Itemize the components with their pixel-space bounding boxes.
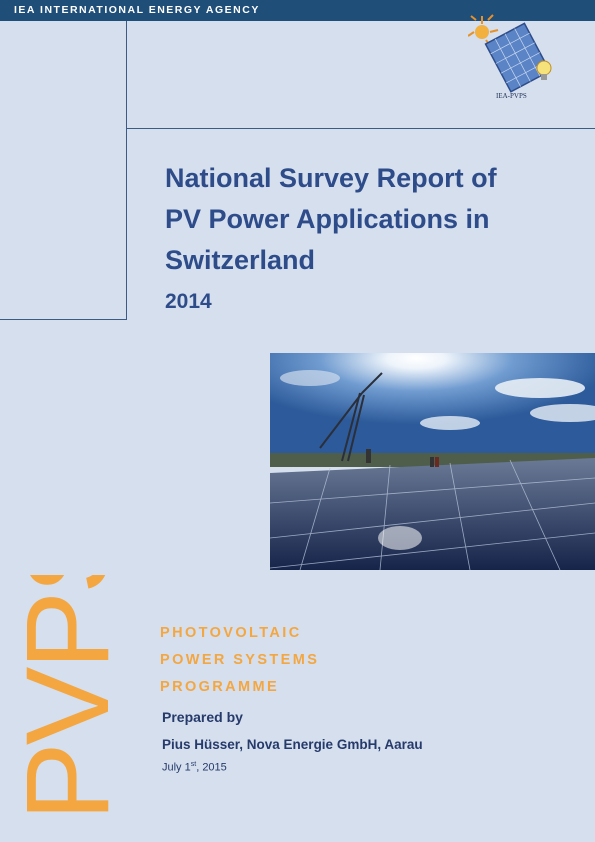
date-ordinal: st — [190, 761, 197, 768]
date-prefix: July 1 — [162, 761, 191, 774]
prepared-by-label: Prepared by — [162, 709, 243, 725]
programme-line-2: POWER SYSTEMS — [160, 652, 320, 668]
sun-icon — [475, 25, 489, 39]
programme-line-3: PROGRAMME — [160, 679, 280, 695]
iea-pvps-logo: IEA-PVPS — [468, 14, 552, 100]
frame-vertical-line — [126, 21, 127, 319]
crane-icon — [319, 372, 383, 462]
programme-line-1: PHOTOVOLTAIC — [160, 625, 302, 641]
frame-top-line — [126, 128, 595, 129]
report-year: 2014 — [165, 290, 212, 313]
agency-name: IEA INTERNATIONAL ENERGY AGENCY — [14, 4, 260, 16]
agency-header-bar: IEA INTERNATIONAL ENERGY AGENCY — [0, 0, 595, 21]
solar-panel-icon — [484, 22, 551, 93]
title-line-1: National Survey Report of — [165, 163, 497, 193]
solar-panels-photo — [270, 353, 595, 570]
pvps-letters: PVPS — [2, 575, 125, 821]
pvps-vertical-wordmark: PVPS — [2, 575, 125, 821]
bulb-icon — [536, 60, 552, 80]
date-suffix: , 2015 — [196, 761, 227, 774]
report-date: July 1st, 2015 — [162, 761, 227, 774]
report-title: National Survey Report of PV Power Appli… — [165, 158, 585, 281]
title-line-3: Switzerland — [165, 245, 316, 275]
author-line: Pius Hüsser, Nova Energie GmbH, Aarau — [162, 737, 423, 752]
title-line-2: PV Power Applications in — [165, 204, 490, 234]
frame-bottom-line — [0, 319, 127, 320]
logo-text: IEA-PVPS — [496, 92, 527, 100]
